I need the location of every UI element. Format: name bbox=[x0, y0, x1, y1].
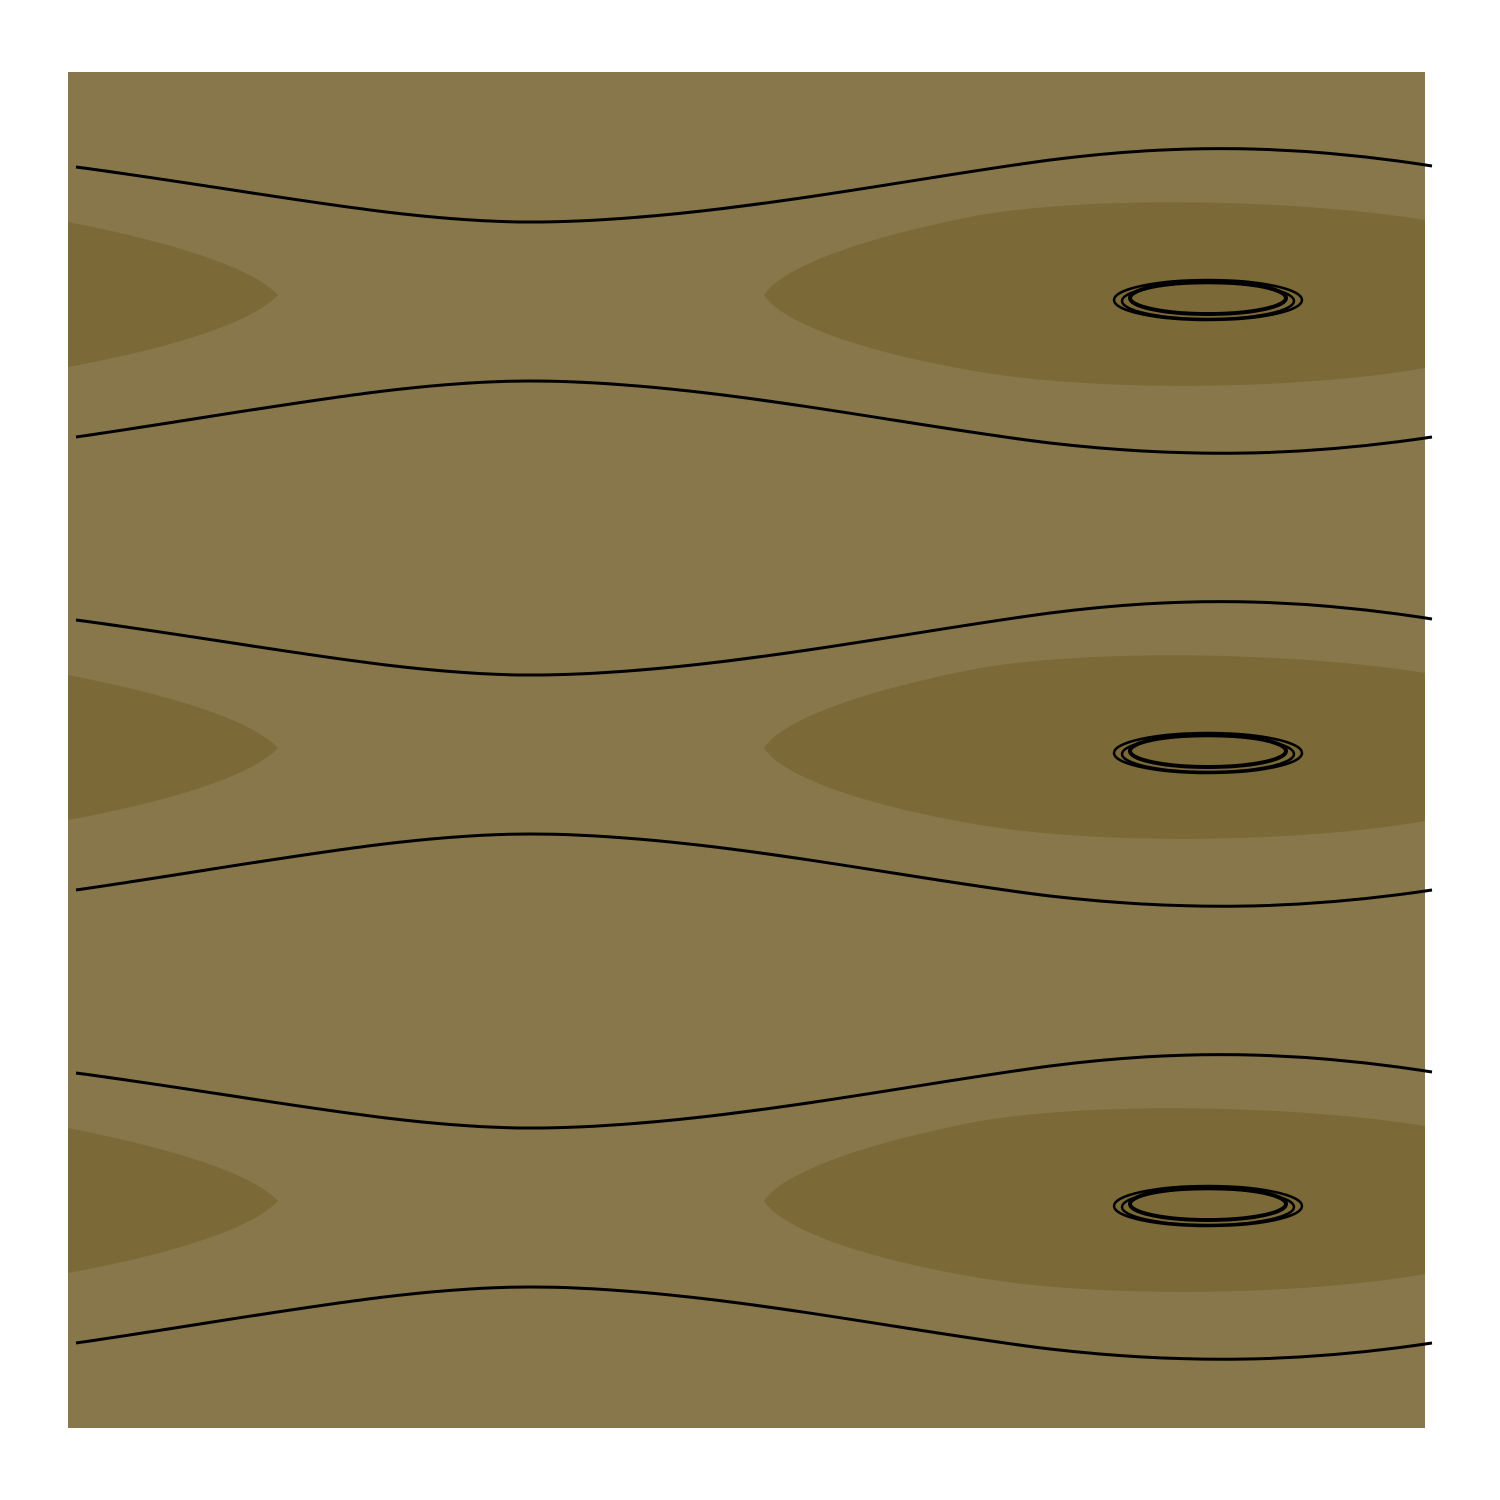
contour-ring bbox=[1128, 733, 1288, 769]
contour-row bbox=[68, 202, 1425, 386]
contour-lobe-left bbox=[68, 1128, 278, 1273]
contour-line-upper bbox=[75, 600, 1433, 677]
contour-line-upper bbox=[75, 1053, 1433, 1130]
contour-fills bbox=[68, 202, 1425, 1292]
contour-row bbox=[68, 655, 1425, 839]
contour-line-row bbox=[75, 1053, 1433, 1361]
contour-line-row bbox=[75, 147, 1433, 455]
contour-ring bbox=[1128, 280, 1288, 316]
contour-line-lower bbox=[75, 379, 1433, 455]
contour-line-row bbox=[75, 600, 1433, 908]
contour-row bbox=[68, 1108, 1425, 1292]
contour-ring bbox=[1128, 1186, 1288, 1222]
contour-line-lower bbox=[75, 1285, 1433, 1361]
contour-lobe-left bbox=[68, 675, 278, 820]
contour-lines bbox=[75, 147, 1433, 1361]
contour-line-lower bbox=[75, 832, 1433, 908]
contour-lobe-left bbox=[68, 222, 278, 367]
contour-lobe-right bbox=[764, 202, 1425, 386]
contour-lobe-right bbox=[764, 655, 1425, 839]
contour-line-upper bbox=[75, 147, 1433, 224]
contour-lobe-right bbox=[764, 1108, 1425, 1292]
